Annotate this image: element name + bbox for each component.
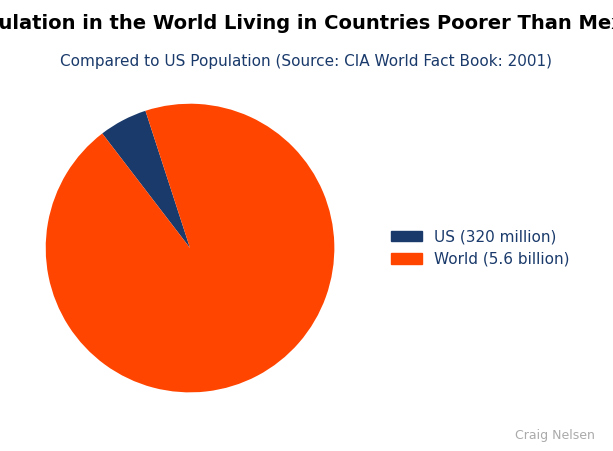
Text: Population in the World Living in Countries Poorer Than Mexico: Population in the World Living in Countr… — [0, 14, 613, 32]
Wedge shape — [102, 111, 190, 248]
Wedge shape — [46, 104, 334, 392]
Text: Compared to US Population (Source: CIA World Fact Book: 2001): Compared to US Population (Source: CIA W… — [61, 54, 552, 69]
Text: Craig Nelsen: Craig Nelsen — [515, 429, 595, 442]
Legend: US (320 million), World (5.6 billion): US (320 million), World (5.6 billion) — [386, 223, 576, 273]
